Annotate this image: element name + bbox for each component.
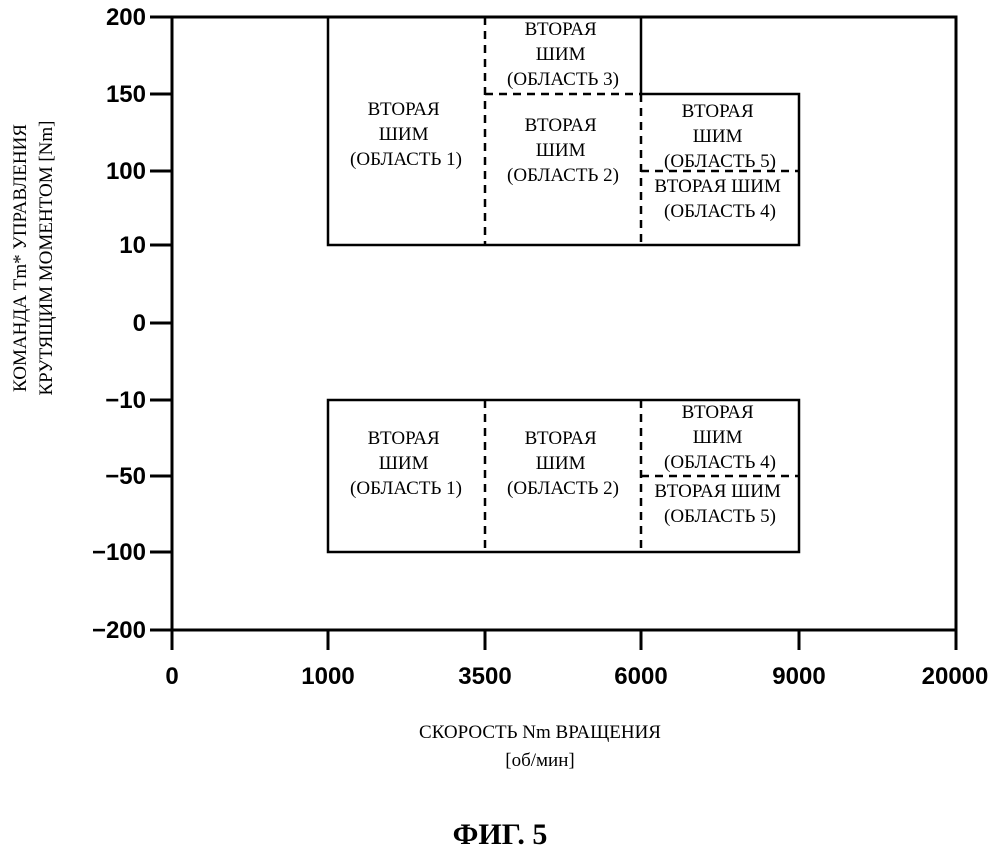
y-tick-label: 10	[119, 232, 146, 259]
region-4-lower-label: ВТОРАЯ ШИМ (ОБЛАСТЬ 4)	[664, 402, 776, 473]
region-1-lower-label: ВТОРАЯ ШИМ (ОБЛАСТЬ 1)	[350, 428, 462, 499]
region-3-upper-label: ВТОРАЯ ШИМ (ОБЛАСТЬ 3)	[507, 19, 619, 90]
region-label-line: ВТОРАЯ	[525, 19, 597, 40]
region-label-line: ВТОРАЯ ШИМ	[654, 176, 781, 197]
x-tick-label: 3500	[458, 663, 511, 690]
y-axis-title-line1: КОМАНДА Tm* УПРАВЛЕНИЯ	[10, 124, 31, 392]
region-label-line: ШИМ	[536, 140, 586, 161]
region-label-line: ВТОРАЯ	[682, 402, 754, 423]
region-5-upper-label: ВТОРАЯ ШИМ (ОБЛАСТЬ 5)	[664, 101, 776, 172]
region-label-line: ВТОРАЯ	[368, 99, 440, 120]
region-label-line: ВТОРАЯ	[525, 428, 597, 449]
y-tick-label: −10	[105, 387, 146, 414]
region-label-line: (ОБЛАСТЬ 2)	[507, 478, 619, 499]
region-label-line: (ОБЛАСТЬ 5)	[664, 506, 776, 527]
region-label-line: (ОБЛАСТЬ 1)	[350, 478, 462, 499]
region-label-line: (ОБЛАСТЬ 4)	[664, 201, 776, 222]
y-tick-label: 100	[106, 158, 146, 185]
region-label-line: ШИМ	[536, 453, 586, 474]
region-4-upper-label: ВТОРАЯ ШИМ (ОБЛАСТЬ 4)	[654, 176, 785, 222]
region-label-line: ВТОРАЯ	[368, 428, 440, 449]
region-2-lower-label: ВТОРАЯ ШИМ (ОБЛАСТЬ 2)	[507, 428, 619, 499]
region-label-line: ВТОРАЯ	[525, 115, 597, 136]
region-label-line: ШИМ	[693, 126, 743, 147]
x-axis-title-line2: [об/мин]	[505, 750, 574, 771]
region-5-lower-label: ВТОРАЯ ШИМ (ОБЛАСТЬ 5)	[654, 481, 785, 527]
region-label-line: (ОБЛАСТЬ 5)	[664, 151, 776, 172]
region-label-line: (ОБЛАСТЬ 4)	[664, 452, 776, 473]
region-2-upper-label: ВТОРАЯ ШИМ (ОБЛАСТЬ 2)	[507, 115, 619, 186]
x-tick-label: 0	[165, 663, 178, 690]
x-tick-label: 20000	[922, 663, 989, 690]
x-axis-title: СКОРОСТЬ Nm ВРАЩЕНИЯ [об/мин]	[419, 722, 661, 771]
y-tick-label: −50	[105, 463, 146, 490]
y-tick-label: −100	[92, 539, 146, 566]
y-tick-label: 0	[133, 310, 146, 337]
y-tick-label: 150	[106, 81, 146, 108]
region-label-line: (ОБЛАСТЬ 3)	[507, 69, 619, 90]
x-tick-label: 6000	[614, 663, 667, 690]
y-axis-title: КОМАНДА Tm* УПРАВЛЕНИЯ КРУТЯЩИМ МОМЕНТОМ…	[10, 120, 57, 395]
y-axis-title-line2: КРУТЯЩИМ МОМЕНТОМ [Nm]	[36, 120, 57, 395]
region-label-line: ШИМ	[379, 124, 429, 145]
region-label-line: ВТОРАЯ ШИМ	[654, 481, 781, 502]
region-label-line: ШИМ	[536, 44, 586, 65]
region-label-line: ВТОРАЯ	[682, 101, 754, 122]
region-label-line: ШИМ	[379, 453, 429, 474]
x-axis	[172, 630, 956, 650]
x-tick-label: 9000	[772, 663, 825, 690]
region-1-upper-label: ВТОРАЯ ШИМ (ОБЛАСТЬ 1)	[350, 99, 462, 170]
figure-label: ФИГ. 5	[453, 818, 548, 851]
y-tick-label: 200	[106, 4, 146, 31]
plot-frame	[172, 17, 956, 630]
x-tick-label: 1000	[301, 663, 354, 690]
y-axis	[150, 17, 172, 630]
x-tick-labels: 0 1000 3500 6000 9000 20000	[165, 663, 988, 690]
region-label-line: ШИМ	[693, 427, 743, 448]
y-tick-label: −200	[92, 617, 146, 644]
region-label-line: (ОБЛАСТЬ 1)	[350, 149, 462, 170]
x-axis-title-line1: СКОРОСТЬ Nm ВРАЩЕНИЯ	[419, 722, 661, 743]
y-tick-labels: 200 150 100 10 0 −10 −50 −100 −200	[92, 4, 146, 644]
region-label-line: (ОБЛАСТЬ 2)	[507, 165, 619, 186]
